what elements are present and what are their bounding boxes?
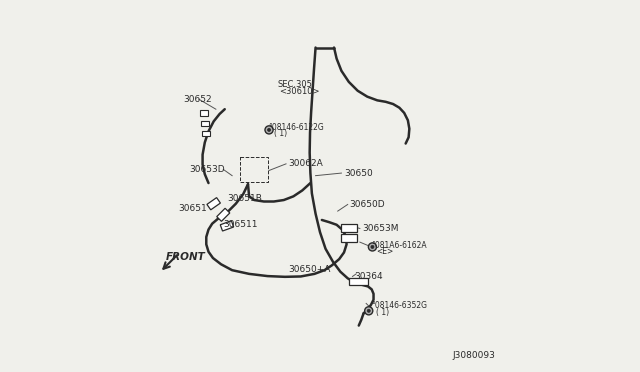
Bar [220,221,234,231]
Bar [207,198,220,210]
Circle shape [371,246,374,248]
Text: ( 1): ( 1) [274,129,287,138]
Text: <E>: <E> [376,247,394,256]
Text: 30650: 30650 [344,169,372,177]
Text: 30651B: 30651B [227,195,262,203]
Text: 30651: 30651 [178,203,207,213]
Circle shape [265,126,273,134]
Bar [200,110,208,116]
Text: °081A6-6162A: °081A6-6162A [371,241,427,250]
Bar [217,208,230,221]
Text: <30610>: <30610> [280,87,320,96]
Text: 30652: 30652 [184,95,212,104]
Circle shape [367,309,371,312]
Text: 30364: 30364 [355,272,383,281]
Text: °08146-6122G: °08146-6122G [268,123,324,132]
Circle shape [369,243,376,251]
Bar [341,234,357,242]
Text: 30062A: 30062A [289,159,323,169]
Text: J3080093: J3080093 [453,350,496,360]
Bar [349,278,368,285]
Text: 30653D: 30653D [189,165,225,174]
Bar [341,224,357,232]
Circle shape [268,128,271,131]
Text: °08146-6352G: °08146-6352G [371,301,427,311]
Text: FRONT: FRONT [166,252,205,262]
Text: 30653M: 30653M [362,224,399,233]
Text: 30650D: 30650D [349,200,385,209]
Text: 306511: 306511 [223,220,258,229]
Circle shape [365,307,372,315]
Text: ( 1): ( 1) [376,308,389,317]
Bar [201,121,209,126]
Text: SEC.305: SEC.305 [278,80,312,89]
Bar [202,131,210,136]
Text: 30650+A: 30650+A [289,264,331,273]
